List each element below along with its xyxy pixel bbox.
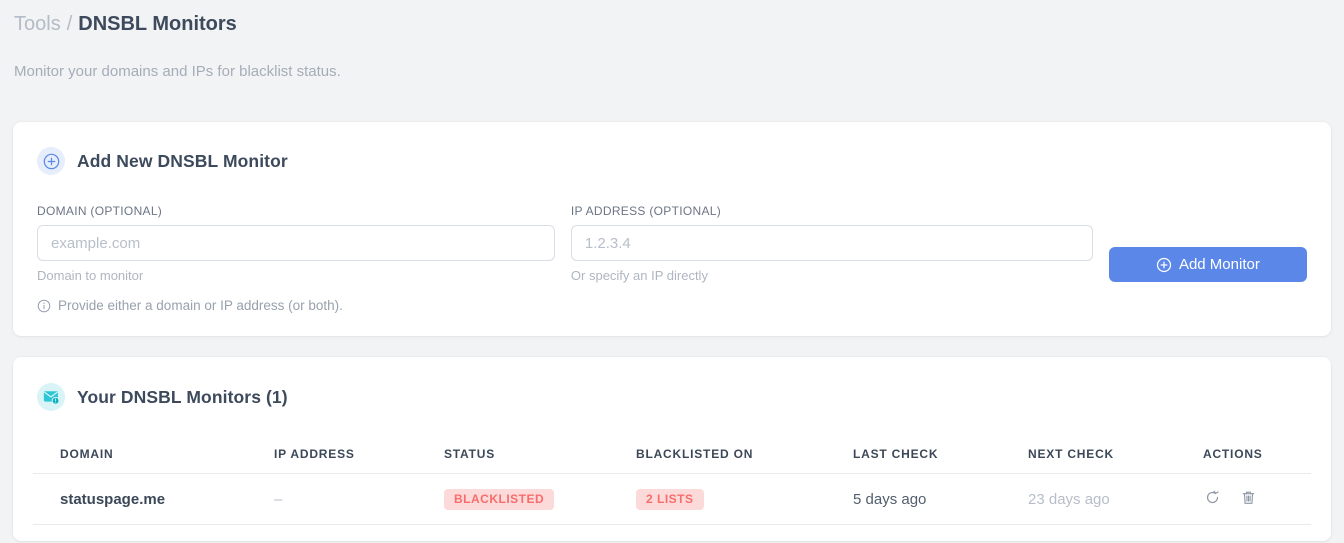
add-monitor-card: Add New DNSBL Monitor DOMAIN (OPTIONAL) …: [13, 122, 1331, 336]
ip-address-input[interactable]: [570, 225, 1093, 261]
plus-circle-icon: [1156, 257, 1172, 272]
monitor-ip-address: –: [264, 473, 434, 525]
header-blacklisted-on: BLACKLISTED ON: [626, 419, 843, 474]
refresh-icon: [1206, 490, 1219, 504]
header-last-check: LAST CHECK: [843, 419, 1018, 474]
envelope-alert-icon: !: [37, 383, 65, 411]
trash-icon: [1242, 491, 1255, 504]
submit-column: Add Monitor: [1108, 205, 1307, 313]
monitor-next-check: 23 days ago: [1018, 473, 1193, 525]
breadcrumb: Tools / DNSBL Monitors: [14, 11, 1330, 37]
form-note-text: Provide either a domain or IP address (o…: [58, 298, 343, 313]
delete-button[interactable]: [1240, 488, 1257, 510]
domain-field-label: DOMAIN (OPTIONAL): [37, 204, 163, 218]
monitors-card-header: ! Your DNSBL Monitors (1): [37, 383, 1311, 411]
header-ip-address: IP ADDRESS: [264, 419, 434, 474]
monitors-card-title: Your DNSBL Monitors (1): [77, 386, 288, 407]
table-header-row: DOMAIN IP ADDRESS STATUS BLACKLISTED ON …: [33, 419, 1311, 474]
add-monitor-form: DOMAIN (OPTIONAL) Domain to monitor Prov…: [37, 205, 1307, 313]
monitors-card: ! Your DNSBL Monitors (1) DOMAIN IP ADDR…: [13, 357, 1331, 541]
monitor-actions-cell: [1193, 473, 1311, 525]
domain-input[interactable]: [37, 225, 555, 261]
add-monitor-button[interactable]: Add Monitor: [1108, 247, 1307, 282]
domain-field-group: DOMAIN (OPTIONAL) Domain to monitor Prov…: [37, 205, 555, 313]
page-header: Tools / DNSBL Monitors Monitor your domain…: [0, 0, 1344, 80]
monitor-status-cell: BLACKLISTED: [434, 473, 626, 525]
header-status: STATUS: [434, 419, 626, 474]
header-domain: DOMAIN: [33, 419, 264, 474]
ip-field-group: IP ADDRESS (OPTIONAL) Or specify an IP d…: [570, 204, 1093, 313]
plus-circle-icon: [37, 147, 65, 175]
status-badge: BLACKLISTED: [444, 488, 555, 510]
page-title: DNSBL Monitors: [78, 13, 237, 35]
monitors-table: DOMAIN IP ADDRESS STATUS BLACKLISTED ON …: [33, 419, 1311, 525]
breadcrumb-separator: /: [66, 13, 73, 35]
table-row: statuspage.me – BLACKLISTED 2 LISTS 5 da…: [33, 473, 1311, 525]
monitor-last-check: 5 days ago: [843, 473, 1018, 525]
header-actions: ACTIONS: [1193, 419, 1311, 474]
form-note: Provide either a domain or IP address (o…: [37, 298, 555, 313]
add-monitor-button-label: Add Monitor: [1178, 256, 1260, 273]
info-icon: [37, 299, 51, 312]
page-subtitle: Monitor your domains and IPs for blackli…: [14, 63, 341, 80]
add-monitor-card-title: Add New DNSBL Monitor: [77, 150, 288, 171]
ip-field-label: IP ADDRESS (OPTIONAL): [570, 204, 722, 218]
svg-text:!: !: [54, 399, 56, 405]
monitor-blacklisted-on-cell: 2 LISTS: [626, 473, 843, 525]
domain-field-helper: Domain to monitor: [37, 268, 144, 283]
blacklisted-on-badge: 2 LISTS: [636, 488, 704, 510]
refresh-button[interactable]: [1203, 488, 1222, 510]
add-monitor-card-header: Add New DNSBL Monitor: [37, 147, 1307, 175]
breadcrumb-tools-link[interactable]: Tools: [14, 13, 61, 35]
ip-field-helper: Or specify an IP directly: [570, 268, 708, 283]
header-next-check: NEXT CHECK: [1018, 419, 1193, 474]
monitor-domain: statuspage.me: [33, 473, 264, 525]
